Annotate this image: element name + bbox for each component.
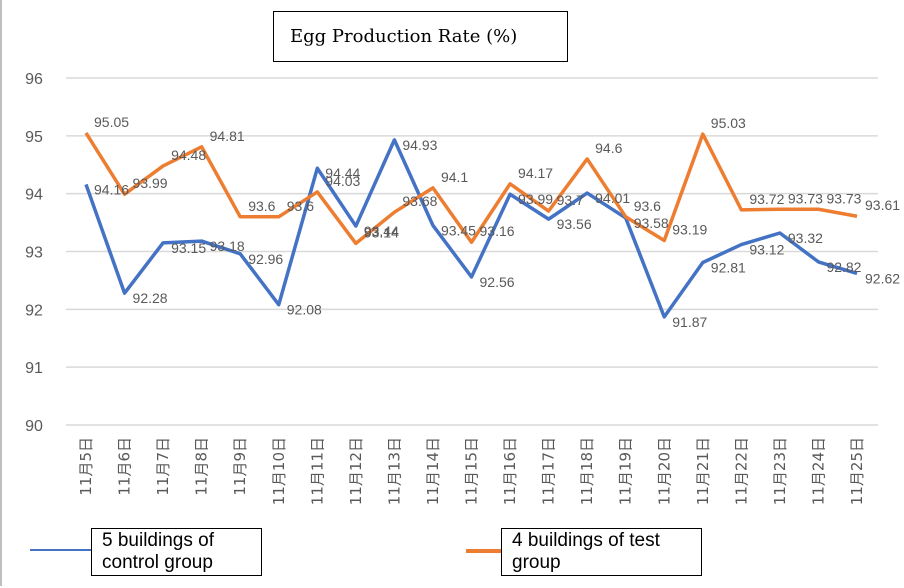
y-tick-label: 95: [25, 129, 43, 146]
data-label: 93.18: [210, 238, 245, 254]
y-tick-label: 94: [25, 187, 43, 204]
data-label: 94.03: [325, 173, 360, 189]
x-tick-label: 11月15日: [463, 437, 481, 505]
data-label: 92.96: [248, 251, 283, 267]
legend-swatch-test: [466, 549, 511, 553]
data-label: 93.61: [865, 197, 900, 213]
data-label: 93.6: [287, 198, 314, 214]
data-label: 93.58: [634, 215, 669, 231]
legend-test: 4 buildings of test group: [501, 528, 702, 576]
series-line-test: [84, 132, 858, 246]
data-label: 93.72: [749, 191, 784, 207]
data-label: 94.93: [402, 137, 437, 153]
x-tick-label: 11月19日: [617, 437, 635, 505]
y-tick-label: 93: [25, 245, 43, 262]
x-tick-label: 11月8日: [193, 437, 211, 496]
data-label: 92.28: [133, 290, 168, 306]
y-tick-label: 96: [25, 71, 43, 88]
data-label: 93.73: [826, 190, 861, 206]
x-tick-label: 11月24日: [809, 437, 827, 505]
x-tick-label: 11月17日: [540, 437, 558, 505]
x-tick-label: 11月5日: [77, 437, 95, 496]
data-label: 94.44: [325, 165, 360, 181]
x-tick-label: 11月18日: [578, 437, 596, 505]
x-tick-label: 11月21日: [694, 437, 712, 505]
data-label: 95.03: [711, 115, 746, 131]
data-label: 93.7: [557, 192, 584, 208]
data-label: 93.6: [634, 198, 661, 214]
x-tick-label: 11月16日: [501, 437, 519, 505]
data-label: 93.6: [248, 198, 275, 214]
data-label: 93.68: [402, 193, 437, 209]
data-label: 93.73: [788, 190, 823, 206]
data-label: 92.56: [480, 274, 515, 290]
x-tick-label: 11月22日: [732, 437, 750, 505]
data-label: 95.05: [94, 114, 129, 130]
data-label: 94.6: [595, 140, 622, 156]
data-label: 94.01: [595, 190, 630, 206]
series-line-control: [84, 138, 858, 319]
x-tick-label: 11月9日: [231, 437, 249, 496]
legend-swatch-control: [30, 549, 92, 551]
x-tick-label: 11月13日: [385, 437, 403, 505]
y-tick-label: 92: [25, 302, 43, 319]
x-tick-label: 11月25日: [848, 437, 866, 505]
data-label: 93.15: [171, 240, 206, 256]
data-label: 92.81: [711, 259, 746, 275]
x-tick-label: 11月7日: [154, 437, 172, 496]
x-tick-label: 11月20日: [655, 437, 673, 505]
data-label: 94.81: [210, 128, 245, 144]
x-tick-label: 11月10日: [270, 437, 288, 505]
x-tick-label: 11月6日: [116, 437, 134, 496]
legend-control: 5 buildings of control group: [91, 528, 262, 576]
data-label: 93.32: [788, 230, 823, 246]
data-label: 93.99: [133, 175, 168, 191]
data-label: 93.99: [518, 191, 553, 207]
data-label: 92.62: [865, 270, 900, 286]
data-label: 93.56: [557, 216, 592, 232]
x-tick-label: 11月11日: [308, 437, 326, 505]
data-label: 92.82: [826, 259, 861, 275]
data-label: 93.12: [749, 242, 784, 258]
y-tick-label: 91: [25, 360, 43, 377]
x-tick-label: 11月12日: [347, 437, 365, 505]
y-tick-label: 90: [25, 418, 43, 435]
data-label: 94.17: [518, 165, 553, 181]
data-label: 94.48: [171, 147, 206, 163]
data-label: 93.44: [364, 223, 399, 239]
data-label: 94.1: [441, 169, 468, 185]
chart-title: Egg Production Rate (%): [273, 11, 568, 62]
data-label: 94.16: [94, 181, 129, 197]
x-tick-label: 11月14日: [424, 437, 442, 505]
data-label: 92.08: [287, 302, 322, 318]
data-label: 93.16: [480, 223, 515, 239]
data-label: 93.45: [441, 222, 476, 238]
data-label: 93.19: [672, 222, 707, 238]
x-tick-label: 11月23日: [771, 437, 789, 505]
data-label: 93.14: [364, 224, 399, 240]
data-label: 91.87: [672, 314, 707, 330]
